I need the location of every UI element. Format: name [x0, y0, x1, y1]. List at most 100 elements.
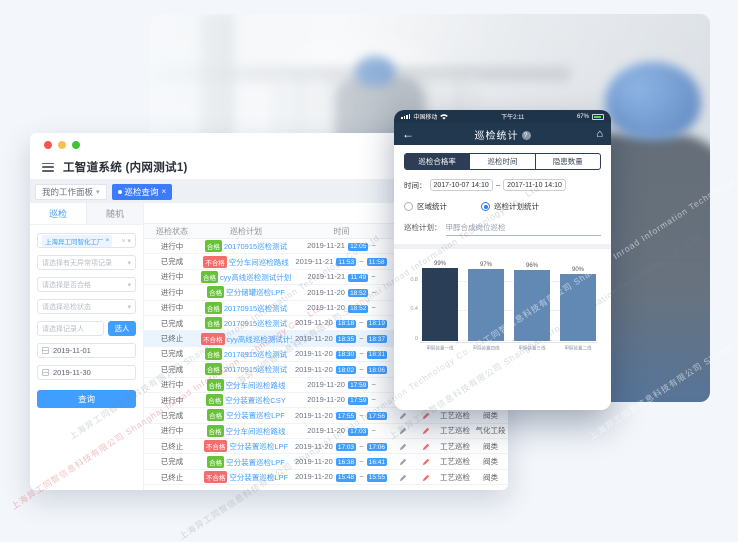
row-type: 工艺巡检	[437, 469, 473, 486]
recorder-row: 请选择记录人 选人	[37, 321, 136, 336]
plan-link[interactable]: 空分车间巡检路线	[225, 426, 286, 436]
plan-link[interactable]: 空分车间巡检路线	[228, 257, 289, 267]
tab-my-workspace-label: 我的工作面板	[42, 186, 94, 197]
start-time-chip: 17:03	[335, 443, 357, 452]
time-from-input[interactable]: 2017-10-07 14:10	[429, 179, 493, 191]
radio-selected-icon	[481, 202, 490, 211]
recorder-input[interactable]: 请选择记录人	[37, 321, 104, 336]
table-row[interactable]: 进行中 合格 空分车间巡检路线 2019-11-20 17:03 ~ 工艺巡检 气…	[144, 423, 508, 440]
end-time-chip: 15:55	[366, 473, 388, 482]
close-window-button[interactable]	[44, 141, 52, 149]
active-dot-icon	[117, 189, 122, 194]
status-select[interactable]: 请选择巡检状态 ▾	[37, 299, 136, 314]
row-date: 2019-11-20	[307, 426, 345, 436]
edit-icon[interactable]	[399, 443, 407, 451]
select-clear-caret-icons[interactable]: × ▾	[121, 237, 131, 245]
y-tick-label: 0	[414, 336, 418, 342]
record-edit-icon[interactable]	[422, 458, 430, 466]
record-edit-icon[interactable]	[422, 443, 430, 451]
row-date: 2019-11-20	[294, 349, 333, 359]
plan-link[interactable]: 20170915巡检测试	[223, 365, 288, 375]
qualified-badge: 合格	[204, 301, 222, 314]
bar-甲醇装置三线[interactable]: 96%	[514, 263, 550, 341]
plan-link[interactable]: 空分装置巡检LPF	[229, 442, 289, 452]
edit-icon[interactable]	[399, 412, 407, 420]
radio-area-stat[interactable]: 区域统计	[404, 201, 447, 212]
end-date-input[interactable]: 2019-11-30	[37, 365, 136, 380]
plan-link[interactable]: cyy高线巡检测试计划	[220, 272, 292, 282]
query-button[interactable]: 查询	[37, 390, 136, 408]
end-time-chip: 16:41	[366, 458, 388, 467]
row-edit-actions	[391, 438, 415, 455]
bar-甲醇装置二线[interactable]: 90%	[560, 267, 596, 341]
stat-tab[interactable]: 巡检时间	[469, 154, 534, 169]
start-time-chip: 17:55	[335, 412, 357, 421]
plan-link[interactable]: cyy高线巡检测试计划	[226, 334, 293, 344]
zoom-window-button[interactable]	[72, 141, 80, 149]
abnormal-select[interactable]: 请选择有无异常项记录 ▾	[37, 255, 136, 270]
help-icon[interactable]: ?	[521, 131, 531, 141]
x-tick-label: 甲醇装置二线	[564, 345, 592, 352]
radio-plan-stat[interactable]: 巡检计划统计	[481, 201, 539, 212]
plan-link[interactable]: 空分储罐巡检LPF	[226, 288, 285, 298]
plan-link[interactable]: 20170915巡检测试	[223, 349, 288, 359]
edit-icon[interactable]	[399, 427, 407, 435]
table-row[interactable]: 已终止 不合格 cyy高线巡检测试计划 2019-11-20 18:35 ~ 18…	[144, 330, 508, 347]
header-time: 时间	[292, 223, 391, 239]
tag-close-icon[interactable]: ×	[105, 237, 110, 244]
plan-link[interactable]: 空分装置巡检LPF	[229, 473, 289, 483]
plan-link[interactable]: 20170915巡检测试	[223, 303, 288, 313]
bar-甲醇装置一线[interactable]: 99%	[422, 261, 458, 341]
start-time-chip: 17:03	[348, 427, 369, 436]
record-edit-icon[interactable]	[422, 412, 430, 420]
menu-icon[interactable]	[42, 162, 54, 172]
pick-person-button[interactable]: 选人	[108, 321, 136, 336]
qualified-badge: 合格	[206, 378, 224, 391]
close-tab-icon[interactable]: ×	[161, 187, 167, 196]
table-row[interactable]: 已终止 不合格 空分装置巡检LPF 2019-11-20 15:48 ~ 15:5…	[144, 469, 508, 486]
table-row[interactable]: 已完成 合格 空分装置巡检LPF 2019-11-20 17:55 ~ 17:56…	[144, 407, 508, 424]
stat-tab[interactable]: 隐患数量	[534, 154, 600, 169]
plan-field-input[interactable]: 甲醇合成岗位巡检	[445, 222, 601, 236]
end-time-chip: 17:56	[366, 412, 388, 421]
plan-link[interactable]: 空分装置巡检LPF	[226, 411, 285, 421]
home-icon[interactable]: ⌂	[596, 128, 603, 140]
record-edit-icon[interactable]	[422, 474, 430, 482]
edit-icon[interactable]	[399, 474, 407, 482]
plan-link[interactable]: 20170915巡检测试	[223, 242, 288, 252]
table-row[interactable]: 已完成 合格 空分装置巡检LPF 2019-11-20 16:38 ~ 16:41…	[144, 453, 508, 470]
minimize-window-button[interactable]	[58, 141, 66, 149]
row-date: 2019-11-20	[307, 287, 345, 297]
tab-my-workspace[interactable]: 我的工作面板 ▾	[35, 183, 107, 200]
chart-plot-area: 0 0.4 0.8 99% 97% 96% 90%	[410, 261, 597, 342]
tab-inspection[interactable]: 巡检	[30, 203, 86, 224]
row-date: 2019-11-20	[294, 333, 333, 343]
factory-select[interactable]: 上海异工同智化工厂 × × ▾	[37, 233, 136, 248]
plan-link[interactable]: 空分装置巡检CSY	[225, 396, 286, 406]
plan-link[interactable]: 20170915巡检测试	[223, 319, 288, 329]
plan-link[interactable]: 空分车间巡检路线	[225, 380, 286, 390]
row-time: 2019-11-20 17:59 ~	[292, 377, 391, 393]
edit-icon[interactable]	[399, 458, 407, 466]
carrier-label: 中国移动	[413, 115, 438, 121]
tab-random[interactable]: 随机	[86, 203, 143, 224]
stat-tab[interactable]: 巡检合格率	[405, 154, 470, 169]
phone-nav-bar: ← 巡检统计? ⌂	[394, 123, 611, 145]
record-edit-icon[interactable]	[422, 427, 430, 435]
table-row[interactable]: 已完成 不合格 空分车间巡检路线 2019-11-21 11:53 ~ 11:58	[144, 253, 508, 270]
tab-inspection-query[interactable]: 巡检查询 ×	[111, 183, 173, 200]
start-time-chip: 16:38	[335, 458, 357, 467]
plan-link[interactable]: 空分装置巡检LPF	[226, 457, 285, 467]
bar-甲醇装置四线[interactable]: 97%	[468, 262, 504, 341]
end-time-chip: 18:19	[366, 319, 388, 328]
section-divider	[394, 244, 611, 249]
start-date-input[interactable]: 2019-11-01	[37, 343, 136, 358]
stat-tabs: 巡检合格率 巡检时间 隐患数量	[404, 153, 601, 170]
back-icon[interactable]: ←	[402, 127, 414, 141]
row-status: 已完成	[144, 315, 200, 332]
start-time-chip: 18:52	[348, 304, 369, 313]
row-date: 2019-11-20	[307, 395, 345, 405]
qualified-select[interactable]: 请选择是否合格 ▾	[37, 277, 136, 292]
time-to-input[interactable]: 2017-11-10 14:10	[503, 179, 566, 191]
table-row[interactable]: 已终止 不合格 空分装置巡检LPF 2019-11-20 17:03 ~ 17:0…	[144, 438, 508, 455]
